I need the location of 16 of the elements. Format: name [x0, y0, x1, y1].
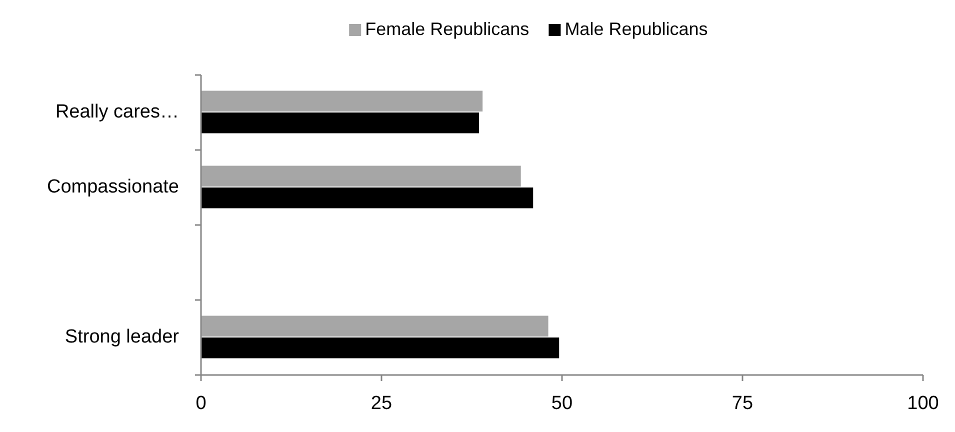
x-tick-label: 100: [907, 393, 939, 414]
y-tick-label: Strong leader: [64, 326, 180, 348]
bar: [201, 316, 548, 336]
bar: [201, 112, 479, 134]
legend-label: Male Republicans: [564, 18, 708, 39]
bar: [201, 188, 534, 208]
bar: [201, 166, 521, 186]
x-tick-label: 25: [370, 393, 392, 414]
y-tick-label: Really cares…: [55, 102, 179, 123]
x-tick-label: 75: [732, 393, 754, 414]
y-tick-label: Compassionate: [46, 176, 179, 198]
bar: [201, 338, 560, 358]
bar: [201, 90, 483, 112]
x-tick-label: 0: [196, 393, 206, 414]
x-tick-label: 50: [551, 393, 573, 414]
legend-label: Female Republicans: [365, 18, 530, 39]
